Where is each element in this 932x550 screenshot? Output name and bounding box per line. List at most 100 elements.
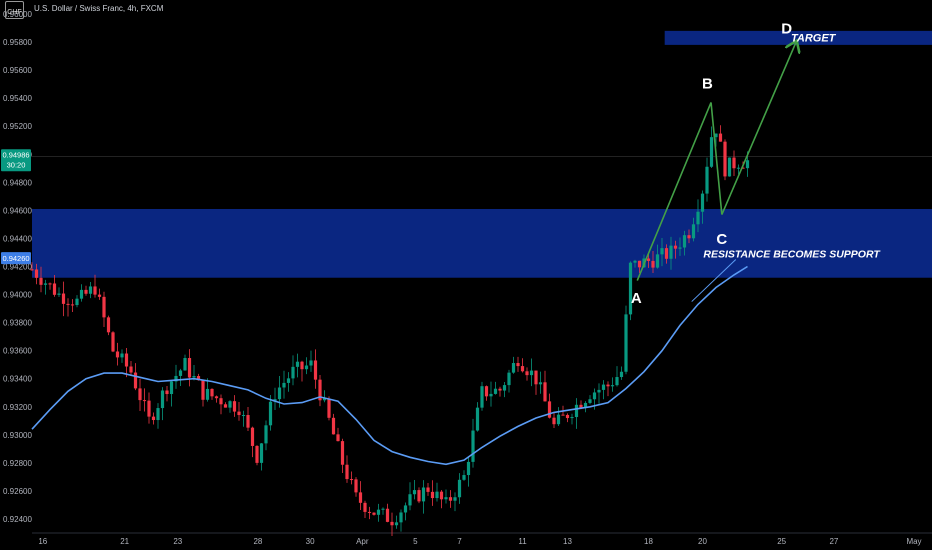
candle-body [300, 361, 304, 370]
y-tick-label: 0.95400 [3, 94, 32, 103]
candle-body [340, 441, 345, 465]
candle-body [700, 193, 705, 212]
x-tick-label: 5 [413, 537, 418, 546]
candle-body [745, 160, 750, 169]
candle-body [691, 224, 696, 239]
candle-body [169, 381, 174, 395]
candle-body [39, 277, 43, 285]
candle-body [435, 491, 439, 499]
candle-body [417, 490, 421, 502]
candle-body [660, 248, 664, 255]
target-zone [664, 30, 932, 45]
candle-body [480, 386, 484, 408]
candle-body [610, 385, 615, 387]
candle-body [367, 511, 372, 513]
bar-countdown: 30:20 [7, 160, 26, 169]
candle-body [381, 508, 385, 510]
candle-body [66, 303, 70, 305]
candle-body [574, 404, 579, 418]
candle-body [525, 371, 529, 376]
symbol-logo[interactable]: CHF [5, 1, 24, 19]
candle-body [615, 377, 619, 386]
candle-body [223, 404, 228, 408]
support-pointer [691, 259, 737, 302]
candle-body [624, 314, 628, 372]
candle-body [178, 370, 183, 376]
candle-body [489, 393, 493, 397]
candle-body [498, 388, 502, 391]
x-tick-label: 13 [563, 537, 572, 546]
candle-body [619, 371, 624, 378]
candle-body [444, 497, 448, 500]
y-tick-label: 0.94800 [3, 178, 32, 187]
candle-body [111, 332, 115, 352]
candle-body [664, 248, 669, 259]
candle-body [70, 304, 75, 306]
candle-body [471, 430, 475, 462]
y-tick-label: 0.94000 [3, 291, 32, 300]
candle-body [439, 491, 444, 500]
candle-body [79, 289, 84, 299]
x-tick-label: 25 [777, 537, 786, 546]
price-axis[interactable] [0, 0, 32, 550]
candle-body [219, 398, 223, 405]
candle-body [57, 293, 61, 295]
ma-price-value: 0.94260 [2, 254, 29, 263]
candle-body [264, 425, 268, 444]
x-tick-label: 21 [120, 537, 129, 546]
candle-body [336, 434, 340, 442]
candle-body [142, 400, 147, 402]
candle-body [201, 380, 205, 400]
candle-body [246, 415, 250, 428]
candle-body [106, 317, 111, 333]
candle-body [511, 363, 516, 373]
candle-body [646, 258, 651, 261]
candle-body [309, 360, 313, 366]
candle-body [543, 382, 547, 402]
x-tick-label: 7 [457, 537, 462, 546]
candle-body [196, 376, 201, 381]
candle-body [385, 508, 390, 522]
candle-body [322, 398, 327, 401]
x-tick-label: 28 [253, 537, 262, 546]
candle-body [687, 235, 691, 239]
candle-body [556, 414, 561, 425]
candle-body [124, 353, 129, 367]
candle-body [115, 351, 120, 358]
candle-body [606, 384, 610, 387]
candle-body [741, 167, 745, 169]
candle-body [376, 509, 381, 515]
point-label-b: B [702, 75, 713, 92]
candle-body [102, 296, 106, 318]
candle-body [151, 416, 156, 421]
y-tick-label: 0.94600 [3, 206, 32, 215]
y-tick-label: 0.96000 [3, 10, 32, 19]
x-tick-label: 18 [644, 537, 653, 546]
candle-body [345, 464, 349, 480]
candle-body [372, 512, 376, 515]
candle-body [120, 353, 124, 358]
y-tick-label: 0.93200 [3, 403, 32, 412]
candle-body [192, 376, 196, 378]
candle-body [277, 387, 282, 400]
y-tick-label: 0.92800 [3, 459, 32, 468]
candle-body [538, 382, 543, 385]
chart-title: U.S. Dollar / Swiss Franc, 4h, FXCM [34, 4, 164, 13]
candle-body [403, 505, 408, 513]
candle-body [736, 167, 741, 169]
candle-body [628, 262, 633, 315]
candle-body [133, 372, 138, 389]
candle-body [160, 390, 165, 409]
candle-body [354, 479, 358, 493]
support-zone [32, 208, 932, 278]
candle-body [732, 157, 736, 169]
y-tick-label: 0.93800 [3, 319, 32, 328]
candle-body [304, 365, 309, 370]
candle-body [552, 417, 556, 425]
candle-body [259, 443, 264, 463]
candle-body [43, 283, 48, 285]
candle-body [232, 401, 237, 412]
candle-body [453, 497, 457, 501]
candle-body [421, 487, 426, 502]
